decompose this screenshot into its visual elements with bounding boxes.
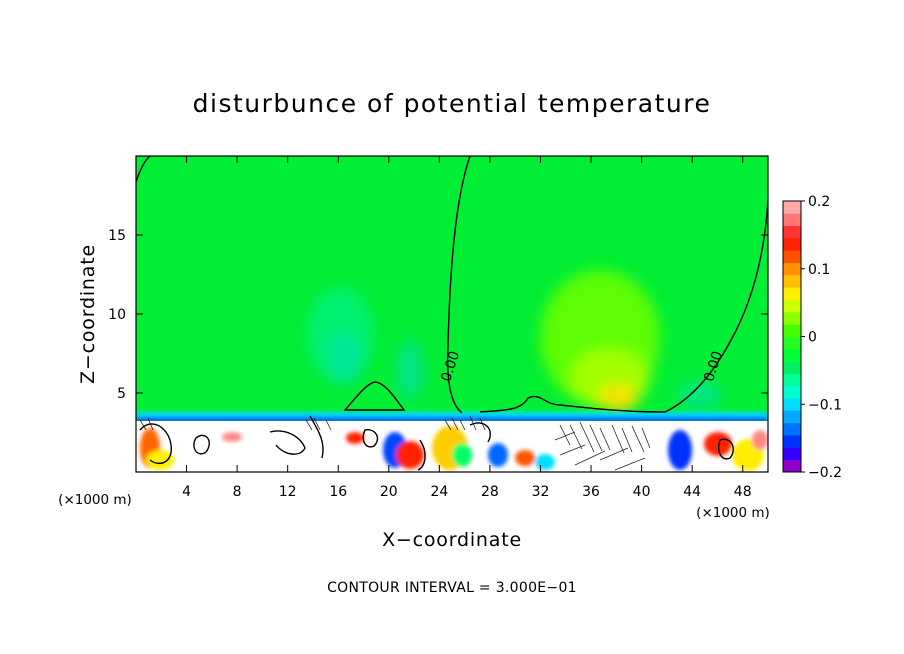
contour-mid bbox=[446, 156, 471, 414]
colorbar-swatch bbox=[783, 373, 801, 387]
blob-4 bbox=[346, 432, 364, 444]
colorbar-tick-label: 0.2 bbox=[808, 194, 830, 210]
blob-10 bbox=[515, 450, 535, 466]
cool-plume-mid bbox=[396, 340, 424, 400]
contour-low-2 bbox=[193, 434, 210, 455]
colorbar-swatch bbox=[783, 237, 801, 251]
x-axis-ticks: 4 8 12 16 20 24 28 32 36 40 44 48 bbox=[182, 156, 752, 500]
x-tick-label: 16 bbox=[329, 484, 347, 500]
colorbar-swatch bbox=[783, 201, 801, 214]
dense-contour-hatching bbox=[139, 415, 651, 471]
colorbar-swatch bbox=[783, 422, 801, 436]
colorbar-swatch bbox=[783, 287, 801, 300]
contour-low-1 bbox=[139, 423, 172, 465]
blob-13 bbox=[704, 432, 732, 456]
contour-mountain bbox=[343, 381, 406, 411]
x-axis-unit: (×1000 m) bbox=[696, 505, 770, 521]
y-tick-label: 10 bbox=[108, 307, 126, 323]
colorbar-swatch bbox=[783, 459, 801, 473]
blob-6 bbox=[396, 441, 424, 469]
colorbar-swatch bbox=[783, 324, 801, 337]
colorbar-swatch bbox=[783, 336, 801, 350]
x-axis-label: X−coordinate bbox=[382, 529, 522, 551]
x-tick-label: 40 bbox=[633, 484, 651, 500]
colorbar-swatch bbox=[783, 225, 801, 239]
x-tick-label: 24 bbox=[430, 484, 448, 500]
x-tick-label: 4 bbox=[182, 484, 191, 500]
upper-anomalies bbox=[306, 270, 722, 412]
boundary-layer-bands bbox=[136, 412, 768, 422]
contour-right bbox=[664, 199, 768, 413]
x-tick-label: 12 bbox=[279, 484, 297, 500]
colorbar-swatch bbox=[783, 250, 801, 263]
x-tick-label: 48 bbox=[734, 484, 752, 500]
contour-interval-note: CONTOUR INTERVAL = 3.000E−01 bbox=[327, 580, 577, 596]
blob-11 bbox=[535, 454, 555, 470]
blob-12 bbox=[668, 430, 692, 470]
colorbar-swatch bbox=[783, 410, 801, 424]
cool-plume-left-core bbox=[327, 332, 363, 384]
contour-low-6 bbox=[417, 439, 426, 471]
colorbar-swatch bbox=[783, 435, 801, 448]
colorbar-swatch bbox=[783, 348, 801, 362]
colorbar-swatch bbox=[783, 311, 801, 325]
colorbar: 0.2 0.1 0 −0.1 −0.2 bbox=[782, 194, 842, 481]
contour-lines bbox=[136, 156, 768, 471]
blob-8 bbox=[452, 443, 472, 467]
x-tick-label: 44 bbox=[683, 484, 701, 500]
cool-spot-right bbox=[678, 381, 722, 409]
x-tick-label: 20 bbox=[380, 484, 398, 500]
x-tick-label: 8 bbox=[233, 484, 242, 500]
lower-anomalies bbox=[140, 426, 768, 471]
colorbar-swatch bbox=[783, 385, 801, 399]
x-tick-label: 28 bbox=[481, 484, 499, 500]
colorbar-tick-label: −0.1 bbox=[808, 397, 842, 413]
contour-low-5 bbox=[362, 429, 379, 448]
contour-left bbox=[136, 156, 151, 183]
x-tick-label: 36 bbox=[582, 484, 600, 500]
contour-front bbox=[479, 395, 666, 413]
x-tick-label: 32 bbox=[532, 484, 550, 500]
colorbar-swatch bbox=[783, 262, 801, 276]
colorbar-swatch bbox=[783, 274, 801, 288]
y-axis-unit: (×1000 m) bbox=[58, 492, 132, 508]
colorbar-tick-label: 0.1 bbox=[808, 262, 830, 278]
contour-low-3 bbox=[269, 430, 306, 455]
blob-9 bbox=[488, 443, 508, 467]
y-tick-label: 5 bbox=[117, 386, 126, 402]
colorbar-tick-label: 0 bbox=[808, 330, 817, 346]
y-axis-ticks: 5 10 15 bbox=[108, 228, 768, 402]
band-blue bbox=[136, 417, 768, 422]
contour-low-4 bbox=[309, 415, 324, 459]
colorbar-tick-label: −0.2 bbox=[808, 465, 842, 481]
contour-low-8 bbox=[718, 438, 734, 460]
blob-15 bbox=[752, 430, 768, 450]
warm-dome-right-center bbox=[598, 384, 638, 412]
chart-title: disturbunce of potential temperature bbox=[193, 89, 712, 118]
blob-3 bbox=[222, 432, 242, 442]
y-axis-label: Z−coordinate bbox=[77, 244, 99, 384]
colorbar-swatch bbox=[783, 361, 801, 374]
colorbar-swatch bbox=[783, 398, 801, 411]
band-cyan bbox=[136, 412, 768, 420]
blob-2 bbox=[146, 450, 174, 470]
colorbar-swatch bbox=[783, 299, 801, 313]
colorbar-swatch bbox=[783, 213, 801, 227]
plot-area: 0.00 0.00 bbox=[136, 156, 768, 472]
colorbar-swatch bbox=[783, 447, 801, 461]
y-tick-label: 15 bbox=[108, 228, 126, 244]
